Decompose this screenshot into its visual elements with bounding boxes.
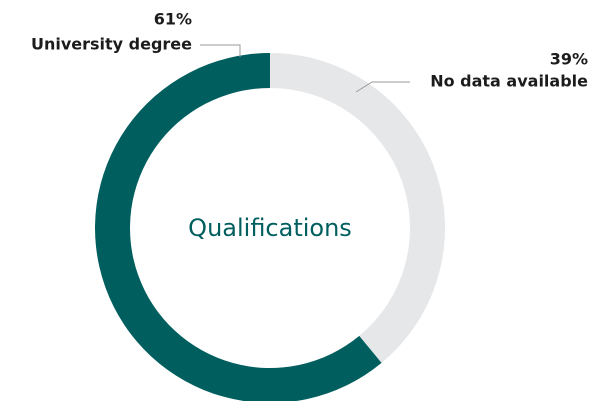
value-label: 39% <box>550 50 588 69</box>
donut-slice <box>95 53 382 403</box>
center-label: Qualifications <box>188 214 352 242</box>
donut-slice <box>270 53 446 363</box>
leader-line <box>355 81 410 93</box>
category-label: No data available <box>430 72 588 91</box>
category-label: University degree <box>31 35 192 54</box>
leader-line <box>200 44 241 57</box>
value-label: 61% <box>154 10 192 29</box>
